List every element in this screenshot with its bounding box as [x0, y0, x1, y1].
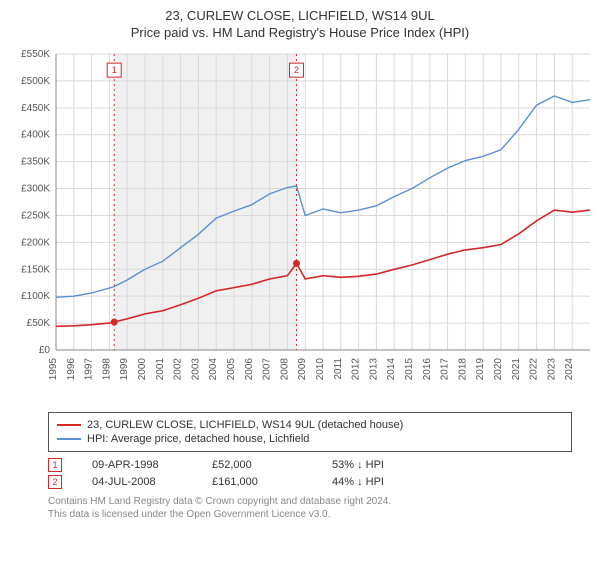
svg-text:2011: 2011 — [333, 358, 344, 380]
svg-text:1998: 1998 — [101, 358, 112, 381]
svg-text:£250K: £250K — [21, 210, 50, 221]
svg-text:£350K: £350K — [21, 157, 50, 168]
marker-price: £161,000 — [212, 476, 302, 488]
svg-text:2016: 2016 — [422, 358, 433, 381]
svg-text:2019: 2019 — [475, 358, 486, 381]
svg-text:£400K: £400K — [21, 130, 50, 141]
svg-text:£200K: £200K — [21, 237, 50, 248]
marker-date: 09-APR-1998 — [92, 459, 182, 471]
marker-index-icon: 1 — [48, 458, 62, 472]
svg-text:£0: £0 — [39, 345, 51, 356]
svg-text:£50K: £50K — [27, 318, 51, 329]
footnote-line: This data is licensed under the Open Gov… — [48, 508, 572, 521]
svg-text:1999: 1999 — [119, 358, 130, 381]
svg-text:2009: 2009 — [297, 358, 308, 381]
svg-text:2002: 2002 — [173, 358, 184, 381]
price-chart: £0 £50K £100K £150K £200K £250K £300K £350K £400… — [0, 46, 600, 406]
svg-text:1997: 1997 — [84, 358, 95, 381]
legend-item: HPI: Average price, detached house, Lich… — [57, 433, 563, 445]
page-root: 23, CURLEW CLOSE, LICHFIELD, WS14 9UL Pr… — [0, 8, 600, 568]
svg-text:1995: 1995 — [48, 358, 59, 381]
svg-text:£150K: £150K — [21, 264, 50, 275]
footnote-line: Contains HM Land Registry data © Crown c… — [48, 495, 572, 508]
svg-text:2001: 2001 — [155, 358, 166, 381]
footnote: Contains HM Land Registry data © Crown c… — [48, 495, 572, 521]
chart-subtitle: Price paid vs. HM Land Registry's House … — [0, 25, 600, 40]
sale-marker-row: 2 04-JUL-2008 £161,000 44% ↓ HPI — [48, 475, 572, 489]
legend-item: 23, CURLEW CLOSE, LICHFIELD, WS14 9UL (d… — [57, 419, 563, 431]
legend-swatch — [57, 424, 81, 426]
legend-swatch — [57, 438, 81, 440]
svg-text:£450K: £450K — [21, 103, 50, 114]
svg-text:£500K: £500K — [21, 76, 50, 87]
svg-text:2017: 2017 — [440, 358, 451, 381]
marker-price: £52,000 — [212, 459, 302, 471]
svg-text:2015: 2015 — [404, 358, 415, 381]
svg-text:2023: 2023 — [546, 358, 557, 381]
sale-markers-table: 1 09-APR-1998 £52,000 53% ↓ HPI 2 04-JUL-2008… — [48, 458, 572, 489]
legend-label: HPI: Average price, detached house, Lich… — [87, 433, 309, 445]
svg-text:2018: 2018 — [457, 358, 468, 381]
svg-text:2005: 2005 — [226, 358, 237, 381]
svg-text:2006: 2006 — [244, 358, 255, 381]
svg-text:2: 2 — [294, 65, 299, 75]
svg-text:2021: 2021 — [511, 358, 522, 381]
svg-text:2000: 2000 — [137, 358, 148, 381]
svg-text:2024: 2024 — [564, 358, 575, 381]
svg-text:2014: 2014 — [386, 358, 397, 381]
svg-text:2004: 2004 — [208, 358, 219, 381]
sale-marker-row: 1 09-APR-1998 £52,000 53% ↓ HPI — [48, 458, 572, 472]
svg-text:2007: 2007 — [262, 358, 273, 381]
svg-text:2020: 2020 — [493, 358, 504, 381]
svg-text:2003: 2003 — [190, 358, 201, 381]
marker-delta: 53% ↓ HPI — [332, 459, 422, 471]
chart-area: £0 £50K £100K £150K £200K £250K £300K £350K £400… — [0, 46, 600, 406]
legend-label: 23, CURLEW CLOSE, LICHFIELD, WS14 9UL (d… — [87, 419, 403, 431]
marker-date: 04-JUL-2008 — [92, 476, 182, 488]
svg-text:£300K: £300K — [21, 184, 50, 195]
svg-text:2010: 2010 — [315, 358, 326, 381]
svg-text:2022: 2022 — [529, 358, 540, 381]
svg-text:1: 1 — [112, 65, 117, 75]
svg-text:1996: 1996 — [66, 358, 77, 381]
marker-index-icon: 2 — [48, 475, 62, 489]
svg-text:2013: 2013 — [368, 358, 379, 381]
svg-text:£100K: £100K — [21, 291, 50, 302]
legend: 23, CURLEW CLOSE, LICHFIELD, WS14 9UL (d… — [48, 412, 572, 452]
svg-text:£550K: £550K — [21, 49, 50, 60]
svg-text:2008: 2008 — [279, 358, 290, 381]
marker-delta: 44% ↓ HPI — [332, 476, 422, 488]
svg-text:2012: 2012 — [351, 358, 362, 381]
chart-title: 23, CURLEW CLOSE, LICHFIELD, WS14 9UL — [0, 8, 600, 23]
